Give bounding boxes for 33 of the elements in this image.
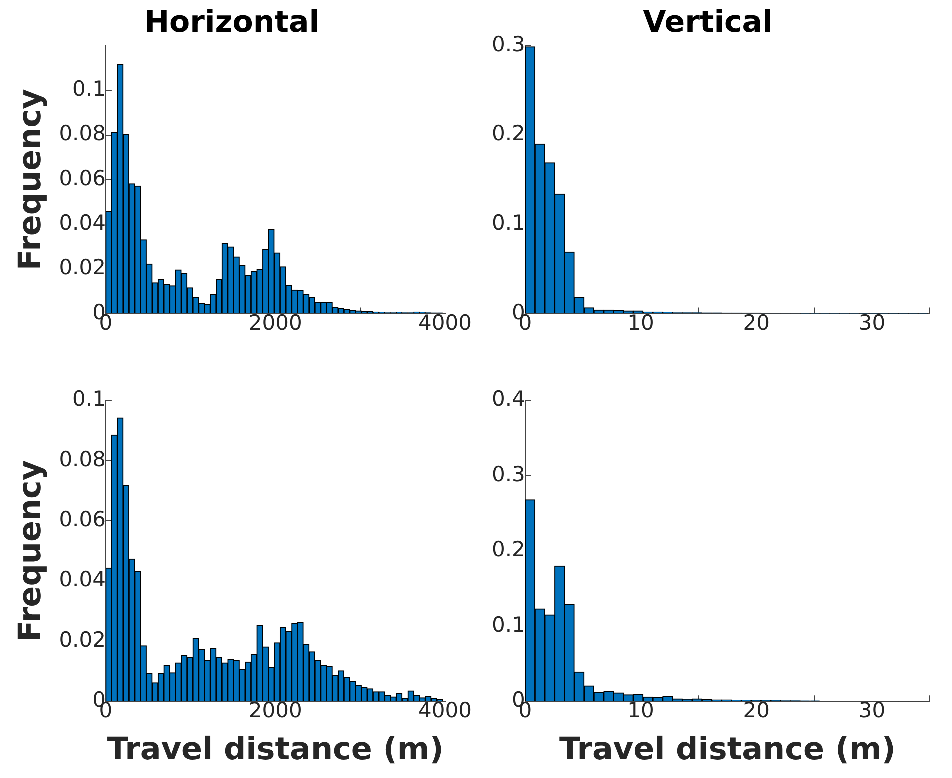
y-tick-label: 0.1 (492, 210, 526, 235)
x-tick-label: 30 (858, 310, 886, 335)
x-axis-title: Travel distance (m) (559, 731, 896, 768)
y-axis-title: Frequency (12, 460, 49, 642)
x-axis-title: Travel distance (m) (107, 731, 444, 768)
y-tick-label: 0.3 (492, 32, 526, 56)
y-tick-label: 0.2 (492, 538, 526, 562)
x-tick-label: 4000 (418, 698, 472, 723)
x-tick-label: 20 (743, 698, 770, 723)
x-tick-label: 10 (628, 310, 654, 335)
chart-title: Vertical (643, 4, 773, 40)
y-tick-label: 0.1 (72, 77, 106, 102)
y-tick-label: 0.04 (59, 568, 106, 592)
x-tick-label: 20 (743, 310, 770, 335)
y-tick-label: 0.2 (492, 122, 526, 146)
y-tick-label: 0.08 (59, 447, 106, 472)
y-tick-label: 0.02 (59, 628, 106, 652)
x-tick-label: 4000 (418, 310, 472, 335)
x-tick-label: 10 (628, 698, 654, 723)
y-tick-label: 0.3 (492, 462, 526, 486)
chart-title: Horizontal (144, 4, 320, 40)
y-tick-label: 0.06 (59, 507, 106, 532)
y-tick-label: 0.08 (59, 122, 106, 146)
x-tick-label: 2000 (248, 698, 302, 723)
y-tick-label: 0.1 (72, 387, 106, 412)
x-tick-label: 30 (858, 698, 886, 723)
y-axis-title: Frequency (12, 89, 49, 271)
x-tick-label: 2000 (248, 310, 302, 335)
y-tick-label: 0.04 (59, 210, 106, 235)
y-tick-label: 0.02 (59, 256, 106, 280)
y-tick-label: 0.1 (492, 612, 526, 637)
y-tick-label: 0.4 (492, 387, 526, 412)
y-tick-label: 0.06 (59, 166, 106, 190)
